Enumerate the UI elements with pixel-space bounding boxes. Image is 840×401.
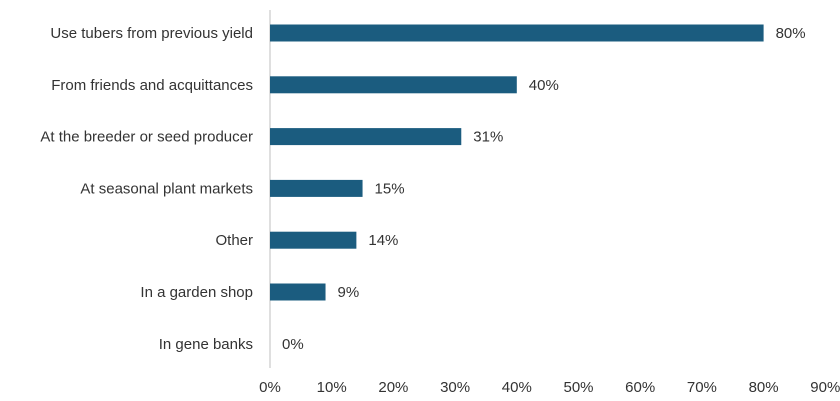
x-tick-label: 90% xyxy=(810,379,840,396)
bar xyxy=(270,76,517,94)
category-label: Other xyxy=(215,232,253,249)
x-tick-label: 20% xyxy=(378,379,408,396)
data-label: 40% xyxy=(529,77,559,94)
data-label: 0% xyxy=(282,336,304,353)
data-label: 14% xyxy=(368,232,398,249)
x-tick-label: 70% xyxy=(687,379,717,396)
category-label: At the breeder or seed producer xyxy=(40,129,253,146)
x-tick-label: 60% xyxy=(625,379,655,396)
x-tick-label: 0% xyxy=(259,379,281,396)
data-label: 9% xyxy=(338,284,360,301)
bar xyxy=(270,179,363,197)
category-label: In a garden shop xyxy=(140,284,253,301)
x-tick-label: 40% xyxy=(502,379,532,396)
x-tick-label: 30% xyxy=(440,379,470,396)
data-label: 80% xyxy=(776,25,806,42)
data-label: 31% xyxy=(473,129,503,146)
bar xyxy=(270,128,462,146)
labels-layer: 0% 10% 20% 30% 40% 50% 60% 70% 80% 90% Use tubers … xyxy=(40,25,840,396)
category-label: In gene banks xyxy=(159,336,253,353)
x-tick-label: 50% xyxy=(563,379,593,396)
x-tick-label: 80% xyxy=(749,379,779,396)
category-label: From friends and acquittances xyxy=(51,77,253,94)
category-label: At seasonal plant markets xyxy=(80,180,253,197)
bar xyxy=(270,231,357,249)
data-label: 15% xyxy=(375,180,405,197)
category-label: Use tubers from previous yield xyxy=(50,25,253,42)
bars-layer xyxy=(270,24,764,301)
x-tick-label: 10% xyxy=(317,379,347,396)
bar xyxy=(270,283,326,301)
bar xyxy=(270,24,764,42)
